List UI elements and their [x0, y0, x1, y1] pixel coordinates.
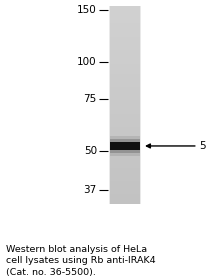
Bar [110, 70, 140, 74]
Bar [110, 47, 140, 50]
Bar [110, 137, 140, 141]
Bar [110, 101, 140, 104]
Bar [110, 144, 140, 147]
Bar [110, 154, 140, 157]
Bar [110, 143, 140, 150]
Bar [110, 6, 140, 10]
Bar [110, 74, 140, 77]
Bar [110, 17, 140, 20]
Bar [110, 13, 140, 17]
Bar [110, 171, 140, 174]
Text: 37: 37 [84, 185, 97, 195]
Bar [110, 201, 140, 204]
Bar [110, 33, 140, 37]
Bar [110, 181, 140, 184]
Bar [110, 157, 140, 161]
Bar [110, 90, 140, 94]
Bar [110, 124, 140, 127]
Bar [110, 53, 140, 57]
Bar [110, 77, 140, 80]
Bar [110, 104, 140, 107]
Bar [110, 111, 140, 114]
Bar [110, 194, 140, 198]
Bar [110, 184, 140, 188]
Bar [110, 37, 140, 40]
Bar [110, 30, 140, 33]
Text: 150: 150 [77, 5, 97, 15]
Bar [110, 141, 140, 144]
Bar [110, 87, 140, 90]
Bar [110, 178, 140, 181]
Bar [110, 57, 140, 60]
Bar [110, 27, 140, 30]
Bar [110, 3, 140, 204]
Bar [110, 114, 140, 117]
Bar [110, 20, 140, 23]
Bar [110, 3, 140, 6]
Bar [110, 121, 140, 124]
Bar [110, 40, 140, 43]
Text: Western blot analysis of HeLa
cell lysates using Rb anti-IRAK4
(Cat. no. 36-5500: Western blot analysis of HeLa cell lysat… [6, 245, 156, 277]
Bar [110, 80, 140, 84]
Text: 75: 75 [84, 94, 97, 104]
Bar [110, 117, 140, 121]
Bar [110, 147, 140, 151]
Bar [110, 67, 140, 70]
Bar [110, 10, 140, 13]
Bar [110, 161, 140, 164]
Bar [110, 64, 140, 67]
Bar [110, 151, 140, 154]
Text: 100: 100 [77, 57, 97, 67]
Text: 50: 50 [84, 146, 97, 156]
Bar [110, 127, 140, 130]
Bar [110, 43, 140, 47]
Bar [110, 134, 140, 137]
Bar [110, 94, 140, 97]
Bar [110, 97, 140, 101]
Bar [110, 107, 140, 111]
Bar [110, 167, 140, 171]
Bar [110, 60, 140, 64]
Bar [110, 191, 140, 194]
Bar [110, 130, 140, 134]
Bar [110, 84, 140, 87]
Bar [110, 139, 140, 153]
Bar [110, 174, 140, 178]
Bar [110, 23, 140, 27]
Text: 52 kDa: 52 kDa [200, 141, 206, 151]
Bar [110, 164, 140, 167]
Bar [110, 188, 140, 191]
Bar [110, 50, 140, 53]
Bar [110, 136, 140, 155]
Bar [110, 198, 140, 201]
